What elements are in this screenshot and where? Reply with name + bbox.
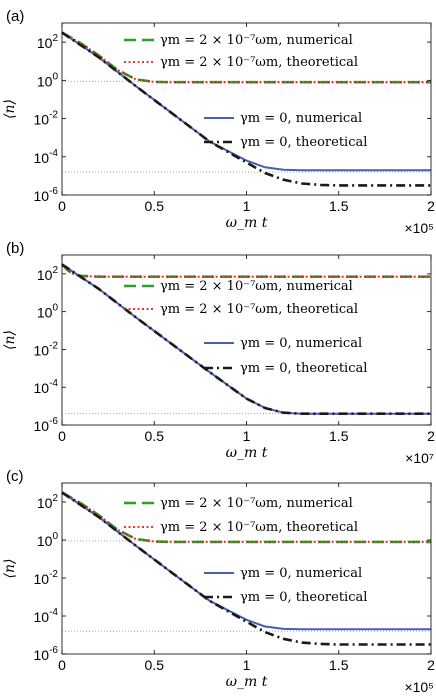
y-tick-label: 10-4 xyxy=(34,607,59,625)
series-line-1 xyxy=(61,263,431,278)
y-tick-label: 10-6 xyxy=(34,186,59,204)
y-tick-label: 10-2 xyxy=(34,569,59,587)
y-tick-label: 102 xyxy=(37,265,59,283)
x-multiplier: ×10⁵ xyxy=(404,220,434,236)
series-line-1 xyxy=(61,31,431,84)
y-tick-exponent: -6 xyxy=(49,645,58,656)
legend-label-1: γm = 2 × 10⁻⁷ωm, theoretical xyxy=(160,520,358,535)
y-tick-base: 10 xyxy=(37,35,53,51)
y-tick-base: 10 xyxy=(34,380,50,396)
y-tick-exponent: -4 xyxy=(49,607,58,618)
x-tick-label: 0.5 xyxy=(145,428,165,444)
x-tick-label: 2 xyxy=(427,428,435,444)
x-multiplier: ×10⁷ xyxy=(405,450,434,466)
series-line-3 xyxy=(61,263,431,416)
y-tick-exponent: 2 xyxy=(52,265,58,276)
y-tick-exponent: 0 xyxy=(52,531,58,542)
y-tick-exponent: -6 xyxy=(49,416,58,427)
series-line-3 xyxy=(61,31,431,187)
x-axis-label: ω_m t xyxy=(226,674,268,690)
x-tick-label: 1.5 xyxy=(329,198,349,214)
y-tick-label: 10-4 xyxy=(34,378,59,396)
legend-label-0: γm = 2 × 10⁻⁷ωm, numerical xyxy=(160,33,353,48)
legend-label-1: γm = 2 × 10⁻⁷ωm, theoretical xyxy=(160,55,358,70)
legend-label-0: γm = 2 × 10⁻⁷ωm, numerical xyxy=(160,279,353,294)
y-tick-base: 10 xyxy=(34,418,50,434)
y-tick-base: 10 xyxy=(34,647,50,663)
y-tick-label: 102 xyxy=(37,33,59,51)
legend-label-1: γm = 2 × 10⁻⁷ωm, theoretical xyxy=(160,302,358,317)
y-tick-label: 10-2 xyxy=(34,110,59,128)
y-tick-label: 102 xyxy=(37,493,59,511)
y-tick-label: 10-4 xyxy=(34,148,59,166)
y-tick-label: 10-2 xyxy=(34,340,59,358)
y-tick-exponent: 0 xyxy=(52,303,58,314)
x-tick-label: 1 xyxy=(243,198,251,214)
legend-label-2: γm = 0, numerical xyxy=(240,336,362,351)
y-tick-base: 10 xyxy=(37,267,53,283)
panel-label: (a) xyxy=(6,8,24,25)
y-tick-base: 10 xyxy=(34,609,50,625)
x-tick-label: 0 xyxy=(58,198,66,214)
x-axis-label: ω_m t xyxy=(226,215,268,231)
legend-label-3: γm = 0, theoretical xyxy=(240,361,367,376)
y-tick-exponent: -4 xyxy=(49,148,58,159)
x-tick-label: 0 xyxy=(58,657,66,673)
y-tick-label: 100 xyxy=(37,71,59,89)
x-tick-label: 0.5 xyxy=(145,198,165,214)
y-tick-base: 10 xyxy=(34,342,50,358)
legend-label-3: γm = 0, theoretical xyxy=(240,135,367,150)
y-tick-label: 10-6 xyxy=(34,416,59,434)
series-line-2 xyxy=(61,491,431,631)
x-multiplier: ×10⁵ xyxy=(404,679,434,695)
y-tick-exponent: -4 xyxy=(49,378,58,389)
y-tick-exponent: -6 xyxy=(49,186,58,197)
panel-label: (c) xyxy=(6,468,24,485)
y-tick-label: 100 xyxy=(37,303,59,321)
x-tick-label: 1.5 xyxy=(329,428,349,444)
x-tick-label: 2 xyxy=(427,198,435,214)
y-axis-label: ⟨n⟩ xyxy=(2,99,18,119)
series-line-1 xyxy=(61,491,431,543)
legend-label-3: γm = 0, theoretical xyxy=(240,590,367,605)
y-tick-exponent: -2 xyxy=(49,110,58,121)
y-tick-label: 10-6 xyxy=(34,645,59,663)
legend-label-0: γm = 2 × 10⁻⁷ωm, numerical xyxy=(160,496,353,511)
y-tick-label: 100 xyxy=(37,531,59,549)
y-tick-base: 10 xyxy=(37,305,53,321)
y-tick-base: 10 xyxy=(34,571,50,587)
legend-label-2: γm = 0, numerical xyxy=(240,566,362,581)
legend-label-2: γm = 0, numerical xyxy=(240,111,362,126)
panel-label: (b) xyxy=(6,240,24,257)
x-tick-label: 0 xyxy=(58,428,66,444)
y-tick-exponent: 2 xyxy=(52,33,58,44)
x-tick-label: 1.5 xyxy=(329,657,349,673)
y-tick-base: 10 xyxy=(37,495,53,511)
x-tick-label: 1 xyxy=(243,657,251,673)
y-tick-base: 10 xyxy=(34,150,50,166)
y-axis-label: ⟨n⟩ xyxy=(2,330,18,350)
y-tick-base: 10 xyxy=(34,112,50,128)
y-tick-base: 10 xyxy=(37,73,53,89)
series-line-2 xyxy=(61,31,431,172)
series-line-3 xyxy=(61,491,431,646)
x-tick-label: 1 xyxy=(243,428,251,444)
y-tick-base: 10 xyxy=(34,188,50,204)
x-tick-label: 2 xyxy=(427,657,435,673)
series-line-0 xyxy=(61,263,431,279)
y-tick-exponent: 0 xyxy=(52,71,58,82)
y-tick-exponent: -2 xyxy=(49,340,58,351)
y-tick-exponent: -2 xyxy=(49,569,58,580)
y-tick-base: 10 xyxy=(37,533,53,549)
x-tick-label: 0.5 xyxy=(145,657,165,673)
y-axis-label: ⟨n⟩ xyxy=(2,559,18,579)
y-tick-exponent: 2 xyxy=(52,493,58,504)
x-axis-label: ω_m t xyxy=(226,445,268,461)
